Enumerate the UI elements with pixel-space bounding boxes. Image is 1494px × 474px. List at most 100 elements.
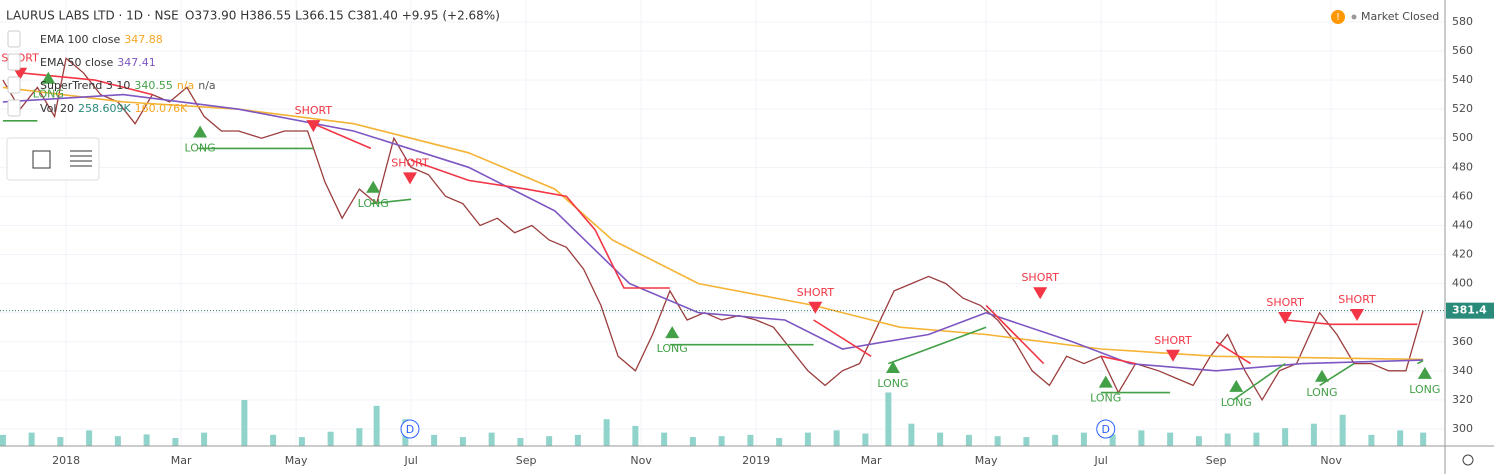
volume-bar [632,425,639,446]
short-arrow [1166,349,1181,362]
long-label: LONG [1221,396,1252,409]
long-arrow [41,71,56,84]
legend-entry: EMA 100 close 347.88 [40,33,163,46]
volume-bar [862,433,869,446]
drawing-toolbar [6,137,100,181]
y-tick-label: 340 [1452,364,1473,377]
long-label: LONG [877,377,908,390]
legend-part: 347.88 [124,33,163,46]
series-line [20,72,1418,365]
long-arrow [665,326,680,339]
volume-bar [1253,432,1260,446]
volume-bar [718,436,725,446]
series-line [2,86,1424,361]
volume-bar [994,436,1001,446]
long-arrow [1229,379,1244,392]
legend-entry: EMA 50 close 347.41 [40,56,156,69]
legend-part: Vol 20 [40,102,74,115]
legend-bg[interactable] [7,99,21,117]
short-label: SHORT [1266,296,1304,309]
legend-bg[interactable] [7,53,21,71]
volume-bar [776,437,783,446]
x-tick-label: Sep [516,454,537,467]
legend-part: n/a [177,79,194,92]
legend-entry: SuperTrend 3 10 340.55 n/a n/a [40,79,216,92]
y-tick-label: 520 [1452,102,1473,115]
chart-title: LAURUS LABS LTD · 1D · NSE [6,9,179,23]
long-label: LONG [1090,392,1121,405]
series-line [2,57,1424,402]
long-arrow [1417,366,1432,379]
long-label: LONG [1306,386,1337,399]
volume-bar [1138,430,1145,446]
volume-bar [908,423,915,446]
volume-bar [201,432,208,446]
y-tick-label: 580 [1452,15,1473,28]
volume-bar [689,437,696,446]
volume-bar [603,419,610,446]
x-tick-label: Jul [1094,454,1108,467]
short-arrow [1350,309,1365,322]
legend-part: 340.55 [134,79,173,92]
x-tick-label: 2018 [52,454,80,467]
volume-bar [114,436,121,446]
status-dot [1351,14,1357,20]
y-tick-label: 540 [1452,73,1473,86]
volume-bar [1420,432,1427,446]
volume-bar [1195,436,1202,446]
y-tick-label: 420 [1452,248,1473,261]
long-arrow [1314,369,1329,382]
short-arrow [1033,287,1048,300]
volume-bar [1109,434,1116,446]
alert-icon [1331,10,1345,24]
volume-bar [0,434,6,446]
y-tick-label: 440 [1452,218,1473,231]
y-tick-label: 460 [1452,189,1473,202]
event-marker [1096,419,1116,439]
volume-bar [298,437,305,446]
market-status[interactable]: Market Closed [1361,10,1439,23]
event-label: D [1102,423,1110,436]
volume-bar [373,405,380,446]
long-arrow [1098,375,1113,388]
short-label: SHORT [391,156,429,169]
volume-bar [488,432,495,446]
legend-part: 347.41 [117,56,156,69]
x-tick-label: 2019 [742,454,770,467]
short-arrow [13,67,28,80]
short-label: SHORT [797,286,835,299]
short-label: SHORT [1021,271,1059,284]
y-tick-label: 500 [1452,131,1473,144]
alert-mark: ! [1336,12,1340,23]
y-tick-label: 320 [1452,393,1473,406]
long-label: LONG [185,142,216,155]
volume-bar [1368,434,1375,446]
settings-icon[interactable] [1462,454,1474,466]
volume-bar [241,400,248,446]
x-tick-label: Mar [861,454,882,467]
long-arrow [366,180,381,193]
volume-bar [57,437,64,446]
rect-tool[interactable] [32,150,51,169]
long-label: LONG [1409,383,1440,396]
short-label: SHORT [295,104,333,117]
volume-bar [1167,432,1174,446]
legend-part: EMA 100 close [40,33,121,46]
legend-bg[interactable] [7,30,21,48]
last-price-tag [1446,302,1494,319]
long-label: LONG [33,88,64,101]
legend-part: 160.076K [135,102,188,115]
x-tick-label: Mar [171,454,192,467]
lines-tool[interactable] [70,150,92,167]
x-tick-label: Nov [630,454,652,467]
volume-bar [431,434,438,446]
volume-bar [1080,432,1087,446]
x-tick-label: Nov [1320,454,1342,467]
volume-bar [327,431,334,446]
legend-entry: Vol 20 258.609K 160.076K [40,102,188,115]
series-line [2,120,1424,401]
legend-bg[interactable] [7,76,21,94]
volume-bar [270,434,277,446]
